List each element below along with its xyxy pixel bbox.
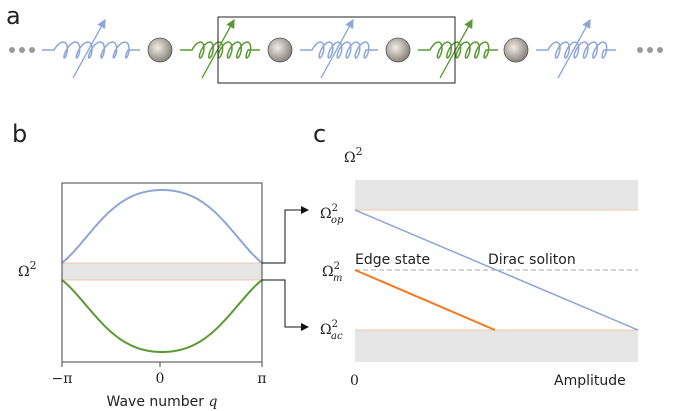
panel-label: c xyxy=(313,120,326,148)
symbol: Ω xyxy=(18,264,30,280)
spring xyxy=(42,41,140,59)
x-tick-label: 0 xyxy=(156,371,165,387)
symbol: Ω xyxy=(322,264,334,280)
unit-cell-box xyxy=(217,16,456,84)
y-axis-label: Ω2 xyxy=(18,259,37,280)
ellipsis-dot xyxy=(9,47,15,53)
acoustic-band xyxy=(61,279,263,353)
ellipsis-dot xyxy=(29,47,35,53)
mass xyxy=(503,37,529,63)
optical-band xyxy=(61,189,263,264)
spring xyxy=(180,41,260,59)
x-axis-label: Wave number q xyxy=(107,394,218,410)
gap-band xyxy=(62,263,262,280)
tunable-arrow xyxy=(320,18,354,79)
connector-arrow xyxy=(262,206,309,264)
annotation: Edge state xyxy=(355,252,430,268)
y-axis-label: Ω2 xyxy=(344,145,363,166)
x-tick-label: −π xyxy=(52,371,73,387)
x-origin: 0 xyxy=(350,373,359,389)
x-axis-text: Wave number xyxy=(107,394,205,410)
edge-state-line xyxy=(354,269,496,331)
superscript: 2 xyxy=(332,319,338,330)
ellipsis-dot xyxy=(19,47,25,53)
tunable-arrow xyxy=(439,18,473,79)
x-axis-var: q xyxy=(209,394,218,410)
optical-band-region xyxy=(355,180,638,210)
acoustic-band-region xyxy=(355,330,638,362)
mass xyxy=(267,37,293,63)
mass xyxy=(385,37,411,63)
superscript: 2 xyxy=(332,203,338,214)
spring xyxy=(300,41,378,59)
ellipsis-dot xyxy=(657,47,663,53)
spring xyxy=(536,41,616,59)
symbol: Ω xyxy=(320,322,332,338)
mass xyxy=(147,37,173,63)
x-tick-label: π xyxy=(257,371,266,387)
level-label: Ω2 op xyxy=(320,203,344,226)
annotation: Dirac soliton xyxy=(488,252,576,268)
x-axis-label: Amplitude xyxy=(554,373,626,389)
subscript: ac xyxy=(331,331,343,342)
level-label: Ω2 ac xyxy=(320,319,343,342)
panel-label: b xyxy=(12,120,27,148)
symbol: Ω xyxy=(320,206,332,222)
superscript: 2 xyxy=(356,145,363,158)
symbol: Ω xyxy=(344,150,356,166)
ellipsis-dot xyxy=(637,47,643,53)
plot-frame xyxy=(61,182,263,363)
spring xyxy=(418,41,498,59)
chain xyxy=(9,18,663,79)
tunable-arrow xyxy=(72,18,106,79)
dirac-soliton-line xyxy=(354,209,639,331)
subscript: op xyxy=(331,215,344,226)
subscript: m xyxy=(333,273,342,284)
superscript: 2 xyxy=(334,261,340,272)
superscript: 2 xyxy=(30,259,37,272)
level-label: Ω2 m xyxy=(322,261,342,284)
ellipsis-dot xyxy=(647,47,653,53)
tunable-arrow xyxy=(557,18,591,79)
panel-label: a xyxy=(6,2,21,30)
connector-arrow xyxy=(262,279,309,331)
